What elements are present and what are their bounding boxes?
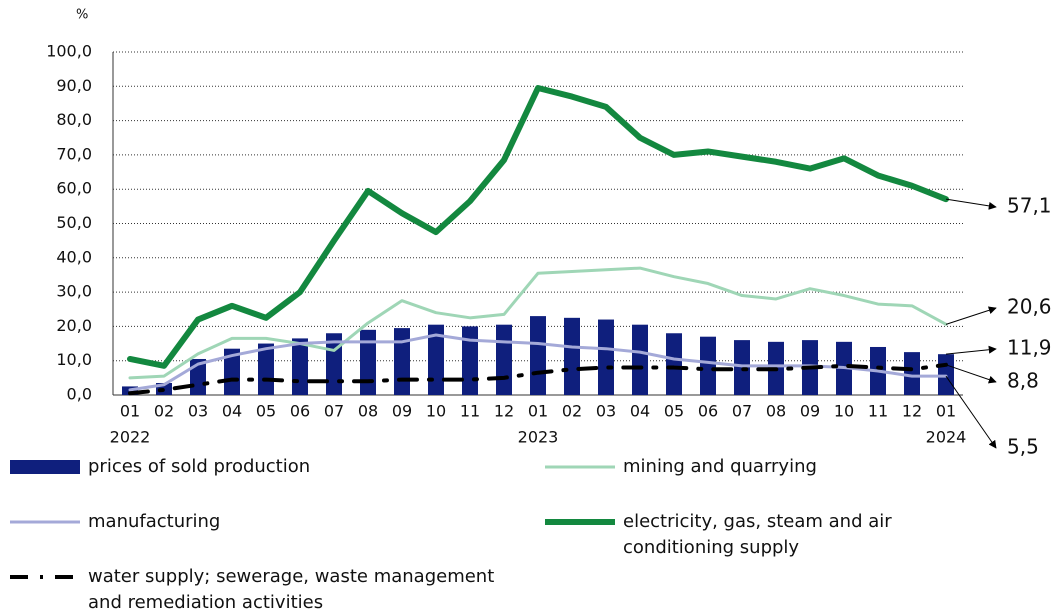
end-label: 5,5 [1007, 435, 1039, 459]
line-series [128, 266, 948, 380]
end-label: 11,9 [1007, 336, 1052, 360]
y-tick-label: 40,0 [56, 247, 92, 266]
end-label: 57,1 [1007, 194, 1052, 218]
x-tick-label: 09 [800, 402, 820, 421]
x-tick-label: 04 [222, 402, 242, 421]
x-tick-label: 01 [936, 402, 956, 421]
x-tick-label: 08 [358, 402, 378, 421]
x-tick-label: 03 [188, 402, 208, 421]
y-tick-label: 20,0 [56, 316, 92, 335]
bar [428, 324, 444, 395]
x-tick-label: 05 [664, 402, 684, 421]
end-arrow [945, 345, 997, 355]
bar [666, 333, 682, 395]
x-tick-label: 10 [426, 402, 446, 421]
bar [734, 340, 750, 395]
y-tick-label: 50,0 [56, 213, 92, 232]
bar [598, 319, 614, 395]
x-tick-label: 12 [494, 402, 514, 421]
x-tick-label: 09 [392, 402, 412, 421]
x-tick-label: 10 [834, 402, 854, 421]
legend-swatch [10, 460, 80, 474]
bar [394, 328, 410, 395]
bar [700, 336, 716, 395]
bar [632, 324, 648, 395]
line-series [128, 362, 948, 396]
legend-label: manufacturing [88, 511, 221, 532]
end-arrow [945, 198, 997, 210]
y-tick-label: 100,0 [46, 42, 92, 61]
legend-label: electricity, gas, steam and air conditio… [623, 511, 892, 558]
x-tick-label: 05 [256, 402, 276, 421]
year-label: 2024 [926, 428, 967, 447]
bar [224, 348, 240, 395]
end-arrow [945, 306, 997, 325]
x-tick-label: 03 [596, 402, 616, 421]
year-label: 2023 [518, 428, 559, 447]
x-tick-label: 01 [120, 402, 140, 421]
legend-label: mining and quarrying [623, 456, 817, 477]
legend-label: water supply; sewerage, waste management… [88, 566, 495, 613]
x-tick-label: 06 [698, 402, 718, 421]
end-arrow [945, 364, 997, 384]
x-tick-label: 02 [154, 402, 174, 421]
bar [904, 352, 920, 395]
end-arrow [945, 375, 997, 449]
x-tick-label: 04 [630, 402, 650, 421]
bar [462, 326, 478, 395]
x-tick-label: 12 [902, 402, 922, 421]
end-label: 20,6 [1007, 295, 1052, 319]
y-tick-label: 90,0 [56, 76, 92, 95]
bar [530, 316, 546, 395]
year-label: 2022 [110, 428, 151, 447]
y-tick-label: 0,0 [67, 385, 92, 404]
x-tick-label: 01 [528, 402, 548, 421]
y-tick-label: 80,0 [56, 110, 92, 129]
x-tick-label: 02 [562, 402, 582, 421]
y-unit: % [76, 8, 88, 23]
bar [496, 324, 512, 395]
x-tick-label: 11 [868, 402, 888, 421]
x-tick-label: 08 [766, 402, 786, 421]
y-tick-label: 70,0 [56, 144, 92, 163]
bar [938, 354, 954, 395]
y-tick-label: 60,0 [56, 179, 92, 198]
y-tick-label: 10,0 [56, 350, 92, 369]
bar [564, 317, 580, 395]
y-tick-label: 30,0 [56, 282, 92, 301]
bar [292, 338, 308, 395]
end-label: 8,8 [1007, 369, 1039, 393]
bar [258, 343, 274, 395]
legend-label: prices of sold production [88, 456, 311, 477]
x-tick-label: 11 [460, 402, 480, 421]
bar [360, 329, 376, 395]
x-tick-label: 07 [324, 402, 344, 421]
x-tick-label: 06 [290, 402, 310, 421]
x-tick-label: 07 [732, 402, 752, 421]
line-series [127, 85, 949, 369]
